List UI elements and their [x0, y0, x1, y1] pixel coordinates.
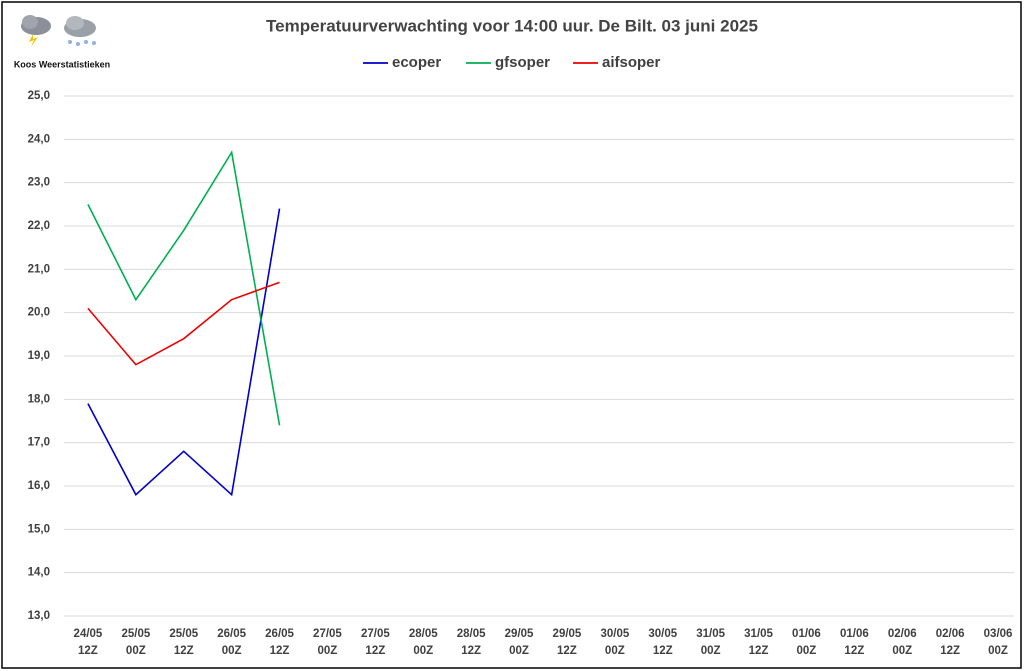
x-tick-label: 28/05 12Z: [456, 628, 486, 657]
x-tick-label: 25/05 12Z: [169, 628, 199, 657]
y-tick-label: 21,0: [28, 263, 50, 275]
legend-label: ecoper: [392, 54, 441, 71]
logo-icons: [21, 15, 96, 47]
x-tick-label: 31/05 00Z: [696, 628, 726, 657]
y-tick-label: 15,0: [28, 523, 50, 535]
x-tick-label: 24/05 12Z: [73, 628, 103, 657]
x-tick-label: 31/05 12Z: [744, 628, 773, 657]
legend-label: gfsoper: [495, 54, 550, 71]
x-tick-label: 03/06 00Z: [983, 628, 1013, 657]
y-tick-label: 14,0: [28, 567, 50, 579]
y-tick-label: 25,0: [28, 90, 50, 102]
y-tick-label: 18,0: [28, 393, 50, 405]
series-line: [87, 150, 281, 426]
x-tick-label: 02/06 00Z: [887, 628, 917, 657]
x-tick-label: 27/05 12Z: [360, 628, 390, 657]
x-tick-label: 30/05 12Z: [648, 628, 678, 657]
x-tick-label: 02/06 12Z: [935, 628, 965, 657]
x-tick-label: 30/05 00Z: [600, 628, 630, 657]
y-tick-label: 13,0: [28, 610, 50, 622]
y-tick-label: 22,0: [28, 220, 50, 232]
x-tick-label: 28/05 00Z: [408, 628, 438, 657]
x-tick-label: 29/05 12Z: [552, 628, 582, 657]
legend-label: aifsoper: [602, 54, 661, 71]
x-tick-label: 29/05 00Z: [504, 628, 534, 657]
y-tick-label: 16,0: [28, 480, 50, 492]
x-tick-label: 01/06 00Z: [792, 628, 821, 657]
y-tick-label: 23,0: [28, 177, 50, 189]
series-line: [87, 208, 281, 497]
x-tick-label: 26/05 00Z: [217, 628, 247, 657]
y-tick-label: 20,0: [28, 307, 50, 319]
y-tick-label: 17,0: [28, 437, 50, 449]
y-tick-label: 19,0: [28, 350, 50, 362]
chart-title: Temperatuurverwachting voor 14:00 uur. D…: [266, 16, 758, 35]
x-tick-label: 26/05 12Z: [265, 628, 294, 657]
source: Koos Weerstatistieken: [14, 59, 110, 69]
series-line: [87, 281, 280, 366]
x-tick-label: 25/05 00Z: [121, 628, 151, 657]
x-tick-label: 27/05 00Z: [313, 628, 342, 657]
y-tick-label: 24,0: [28, 133, 50, 145]
x-tick-label: 01/06 12Z: [839, 628, 869, 657]
